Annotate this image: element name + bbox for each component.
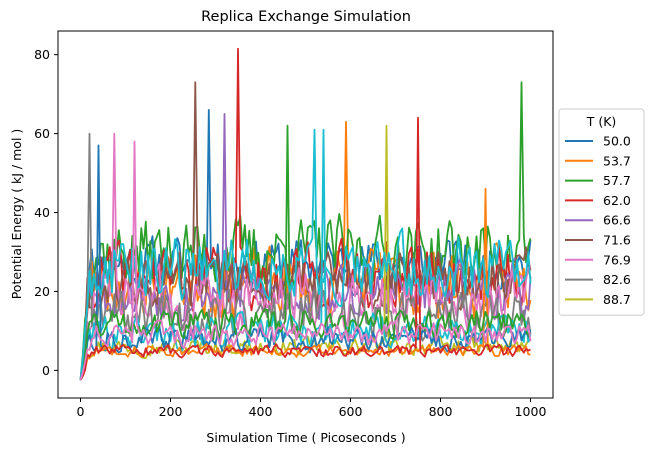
plot-area (79, 47, 532, 381)
legend-entry-50.0: 50.0 (603, 134, 631, 149)
legend-entry-62.0: 62.0 (603, 193, 631, 208)
legend-entry-82.6: 82.6 (603, 272, 631, 287)
x-tick-label-800: 800 (429, 404, 453, 419)
x-tick-label-1000: 1000 (515, 404, 547, 419)
series-line-76.9 (79, 132, 531, 381)
legend-entry-57.7: 57.7 (603, 173, 631, 188)
series-line-replica-12 (79, 124, 532, 381)
legend-entry-53.7: 53.7 (603, 153, 631, 168)
legend-entry-88.7: 88.7 (603, 292, 631, 307)
x-axis-label: Simulation Time ( Picoseconds ) (206, 430, 405, 445)
chart-title: Replica Exchange Simulation (201, 9, 411, 25)
axes-frame (57, 30, 554, 399)
series-line-replica-14 (79, 128, 532, 381)
legend-title: T (K) (586, 114, 617, 129)
y-tick-label-60: 60 (34, 126, 50, 141)
x-tick-label-600: 600 (339, 404, 363, 419)
legend-box (558, 108, 645, 316)
x-tick-label-0: 0 (77, 404, 85, 419)
y-axis-label: Potential Energy ( kJ / mol ) (9, 129, 24, 300)
y-tick-label-0: 0 (42, 363, 50, 378)
y-tick-label-20: 20 (34, 284, 50, 299)
axes: 0 200 400 600 800 1000 0 20 40 60 80 (34, 30, 554, 419)
legend-entry-71.6: 71.6 (603, 233, 631, 248)
x-tick-label-200: 200 (159, 404, 183, 419)
series-line-replica-10 (79, 144, 532, 381)
series-line-replica-13 (79, 116, 531, 381)
legend-entry-66.6: 66.6 (603, 213, 631, 228)
x-tick-label-400: 400 (249, 404, 273, 419)
y-tick-label-40: 40 (34, 205, 50, 220)
series-line-replica-15 (79, 140, 532, 381)
legend: T (K) 50.0 53.7 57.7 62.0 66.6 71.6 76.9 82.6 88.… (558, 108, 645, 316)
legend-entry-76.9: 76.9 (603, 252, 631, 267)
y-tick-label-80: 80 (34, 47, 50, 62)
